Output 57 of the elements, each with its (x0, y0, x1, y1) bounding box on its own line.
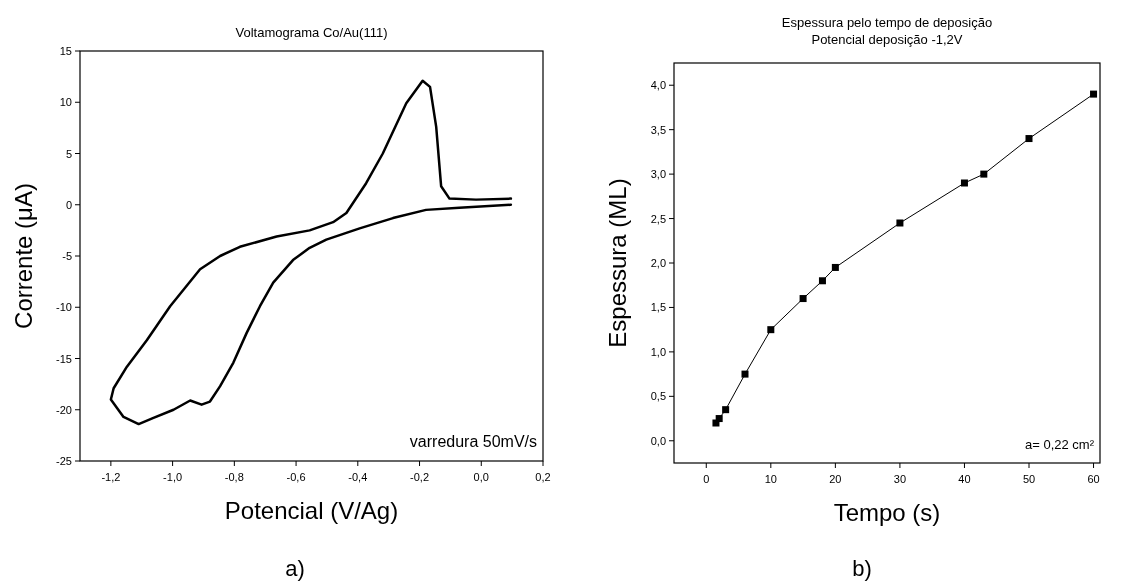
y-tick-label: -10 (56, 301, 72, 314)
y-tick-label: 1,5 (650, 301, 666, 314)
chart-subtitle: Potencial deposição -1,2V (811, 32, 963, 47)
y-tick-label: 10 (59, 96, 72, 109)
x-tick-label: 10 (764, 473, 777, 485)
x-tick-label: 0,2 (535, 471, 551, 483)
point (767, 326, 775, 334)
y-axis-title: Espessura (ML) (604, 178, 631, 348)
y-tick-label: -20 (56, 403, 72, 416)
y-tick-label: 1,0 (650, 345, 666, 358)
y-tick-label: 5 (65, 147, 72, 160)
point (896, 219, 904, 227)
y-tick-label: 0 (65, 198, 72, 211)
x-tick-label: 40 (958, 473, 971, 485)
y-axis-title: Corrente (μA) (10, 183, 37, 329)
y-tick-label: 3,5 (650, 123, 666, 136)
x-tick-label: 0,0 (473, 471, 489, 483)
x-tick-label: -0,2 (410, 471, 430, 483)
x-tick-label: -1,2 (101, 471, 121, 483)
point (818, 277, 826, 285)
x-tick-label: -1,0 (163, 471, 183, 483)
point (741, 370, 749, 378)
chart-title: Espessura pelo tempo de deposição (781, 15, 993, 30)
x-tick-label: 0 (703, 473, 710, 485)
y-tick-label: 0,5 (650, 390, 666, 403)
text: b) (852, 556, 872, 581)
point (1025, 135, 1033, 143)
y-tick-label: 2,5 (650, 212, 666, 225)
x-tick-label: 20 (829, 473, 842, 485)
y-tick-label: -15 (56, 352, 72, 365)
y-tick-label: 0,0 (650, 434, 666, 447)
point (831, 263, 839, 271)
x-tick-label: 50 (1022, 473, 1036, 485)
x-tick-label: -0,4 (348, 471, 368, 483)
x-tick-label: -0,8 (224, 471, 244, 483)
x-tick-label: -0,6 (286, 471, 306, 483)
point (715, 415, 723, 423)
point (980, 170, 988, 178)
point (722, 406, 730, 414)
y-tick-label: -5 (62, 250, 72, 262)
x-tick-label: 30 (893, 473, 907, 485)
x-axis-title: Potencial (V/Ag) (224, 497, 399, 524)
y-tick-label: 2,0 (650, 257, 666, 269)
x-axis-title: Tempo (s) (833, 499, 941, 526)
point (1090, 90, 1098, 98)
annotation: varredura 50mV/s (409, 433, 537, 450)
y-tick-label: 15 (59, 45, 72, 57)
chart-title: Voltamograma Co/Au(111) (235, 25, 388, 40)
y-tick-label: 3,0 (650, 168, 666, 181)
text: a) (285, 556, 305, 581)
point (960, 179, 968, 187)
annotation: a= 0,22 cm² (1024, 437, 1095, 452)
y-tick-label: 4,0 (650, 79, 666, 92)
point (799, 295, 807, 303)
line-series (109, 79, 513, 426)
y-tick-label: -25 (56, 455, 72, 467)
x-tick-label: 60 (1087, 473, 1100, 485)
